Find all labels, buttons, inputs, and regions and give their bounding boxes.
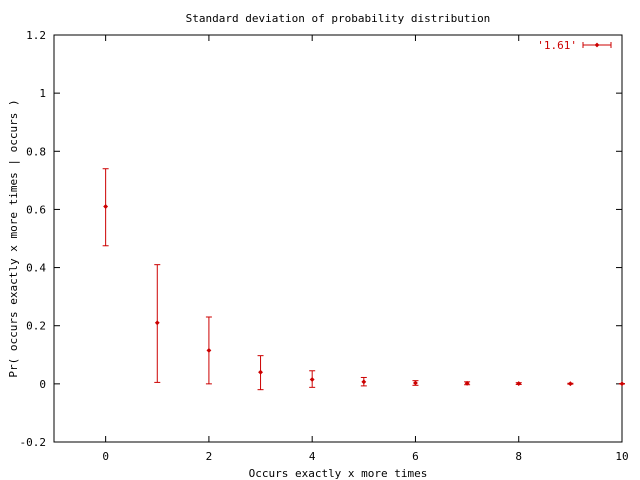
data-point [309, 377, 315, 382]
axis-ticks [54, 34, 623, 443]
y-tick-label: 1 [39, 87, 46, 100]
legend-sample [582, 42, 612, 48]
series-layer [102, 168, 625, 391]
data-point [206, 348, 212, 353]
y-tick-label: 0.6 [26, 203, 46, 216]
x-tick-label: 10 [615, 450, 628, 463]
tick-labels: -0.2 0 0.2 0.4 0.6 0.8 1 1.2 0 2 4 6 8 10 [20, 29, 629, 463]
x-tick-label: 0 [102, 450, 109, 463]
y-tick-label: 0 [39, 378, 46, 391]
x-tick-label: 4 [309, 450, 316, 463]
data-point [619, 381, 625, 387]
data-point [361, 379, 367, 385]
data-point [103, 204, 109, 209]
x-axis-label: Occurs exactly x more times [249, 467, 428, 480]
x-tick-label: 6 [412, 450, 419, 463]
y-tick-label: 0.8 [26, 145, 46, 158]
data-point [516, 381, 522, 386]
y-tick-label: 0.4 [26, 262, 46, 275]
data-point [594, 42, 600, 48]
data-point [413, 380, 418, 386]
x-tick-label: 8 [515, 450, 522, 463]
plot-frame [53, 34, 623, 443]
data-point [258, 369, 263, 375]
y-tick-label: -0.2 [20, 436, 47, 449]
legend-label: '1.61' [537, 39, 577, 52]
data-point [154, 320, 160, 326]
x-tick-label: 2 [206, 450, 213, 463]
data-point [464, 380, 470, 386]
chart-title: Standard deviation of probability distri… [186, 12, 491, 25]
y-tick-label: 1.2 [26, 29, 46, 42]
y-tick-label: 0.2 [26, 320, 46, 333]
data-point [567, 381, 573, 387]
legend: '1.61' [537, 39, 612, 52]
y-axis-label: Pr( occurs exactly x more times | occurs… [7, 99, 20, 377]
